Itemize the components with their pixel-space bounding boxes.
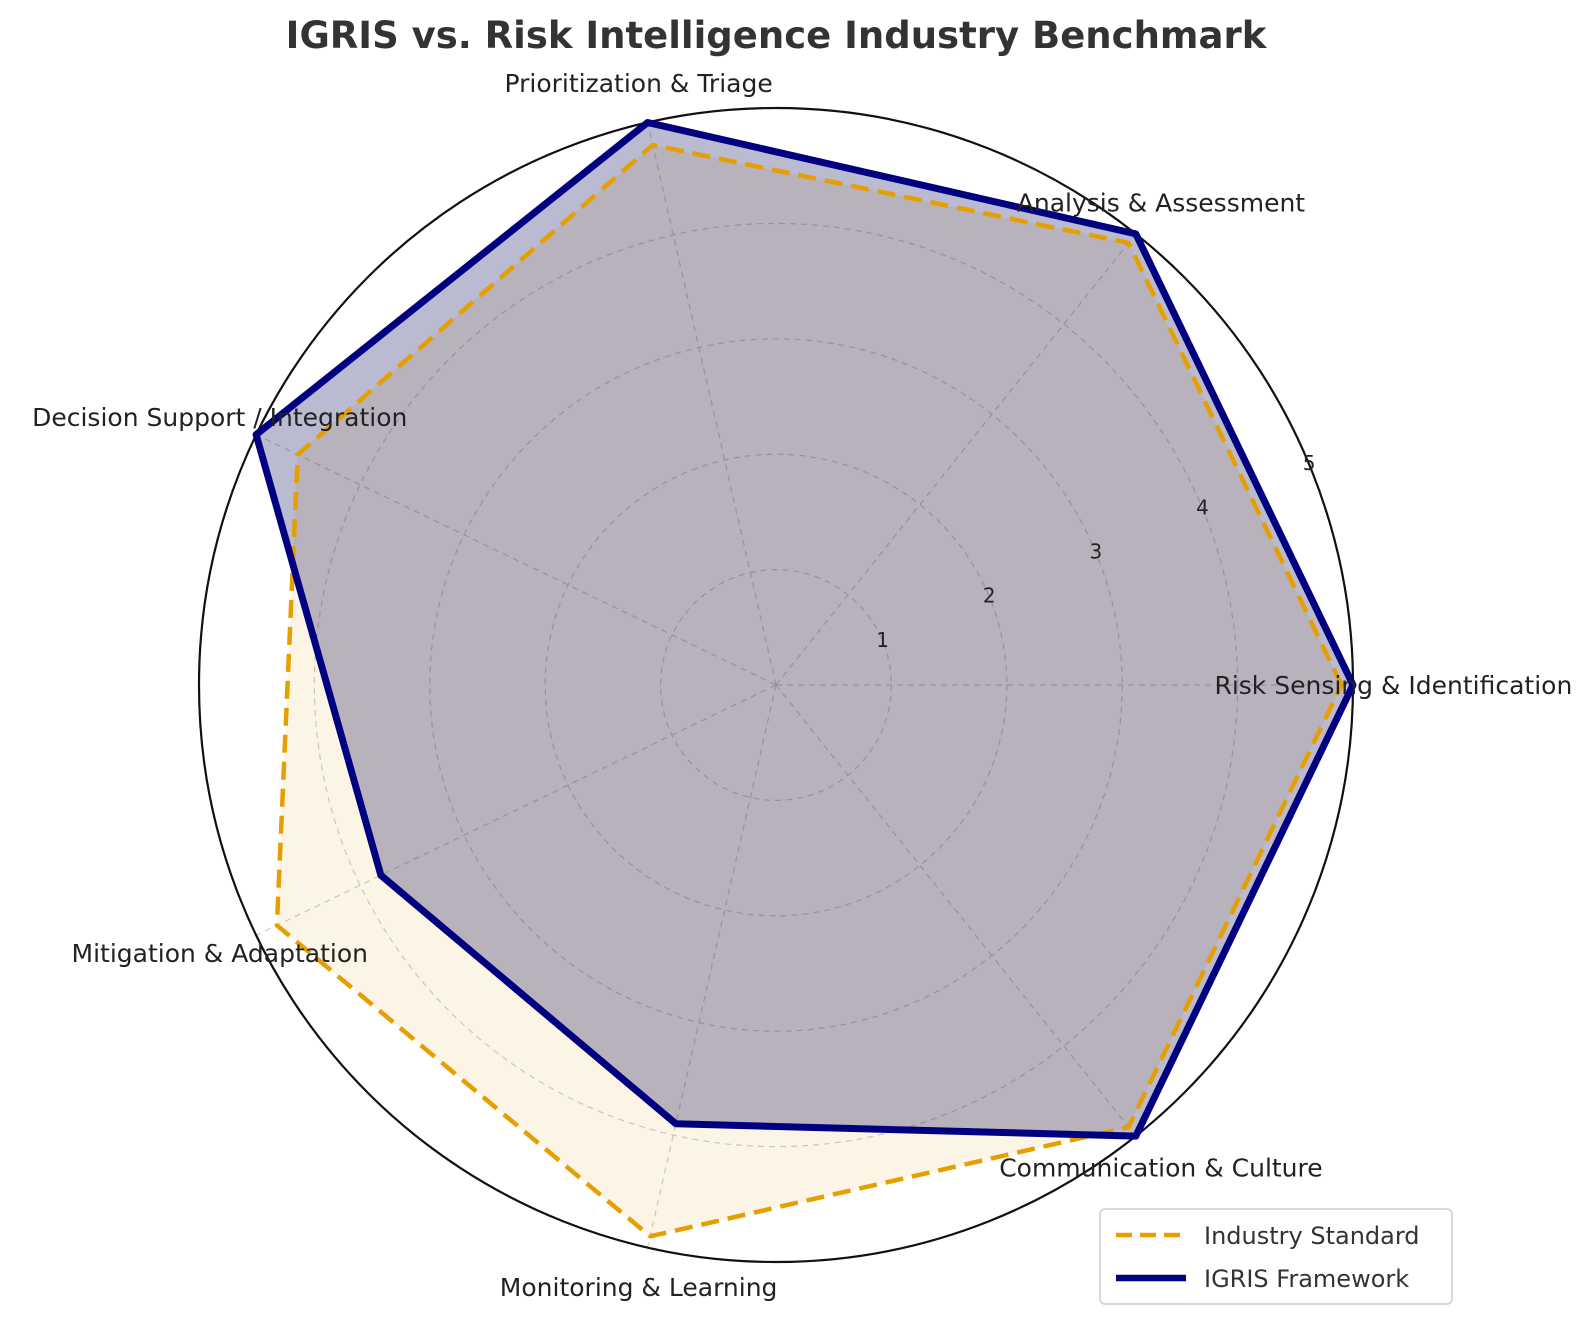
axis-label-risk-sensing-identification: Risk Sensing & Identification (1214, 671, 1572, 700)
spoke-monitoring-learning (647, 684, 777, 1248)
axis-label-decision-support-integration: Decision Support / Integration (32, 403, 407, 432)
series-line-igris-framework (252, 119, 1357, 1140)
axis-label-prioritization-triage: Prioritization & Triage (504, 69, 772, 98)
series-line-industry-standard (274, 142, 1344, 1239)
grid-circle-2 (544, 453, 1008, 917)
axis-label-mitigation-adaptation: Mitigation & Adaptation (72, 939, 368, 968)
spoke-communication-culture (775, 684, 1137, 1137)
label-layer: 1 2 3 4 5 Risk Sensing & Identification Analys… (32, 69, 1572, 1302)
chart-title: IGRIS vs. Risk Intelligence Industry Ben… (286, 14, 1268, 57)
axis-label-communication-culture: Communication & Culture (999, 1154, 1322, 1183)
radial-tick-label: 1 (876, 628, 889, 652)
legend-box (1099, 1208, 1453, 1305)
spoke-analysis-assessment (775, 233, 1137, 686)
series-fill-igris-framework (256, 122, 1354, 1137)
spoke-decision-support-integration (255, 434, 777, 686)
axis-label-analysis-assessment: Analysis & Assessment (1017, 188, 1306, 217)
spoke-prioritization-triage (647, 122, 777, 686)
spoke-mitigation-adaptation (255, 684, 777, 936)
grid-circle-4 (313, 222, 1239, 1148)
series-layer (252, 119, 1357, 1239)
axis-label-monitoring-learning: Monitoring & Learning (500, 1273, 778, 1302)
series-fill-industry-standard (276, 145, 1342, 1237)
legend-label-igris-framework: IGRIS Framework (1204, 1265, 1409, 1293)
radial-tick-label: 2 (983, 584, 996, 608)
legend-label-industry-standard: Industry Standard (1204, 1222, 1420, 1250)
radial-tick-label: 4 (1196, 495, 1209, 519)
radial-tick-label: 3 (1089, 540, 1102, 564)
radial-tick-label: 5 (1303, 451, 1316, 475)
legend: Industry Standard IGRIS Framework (1099, 1208, 1453, 1305)
